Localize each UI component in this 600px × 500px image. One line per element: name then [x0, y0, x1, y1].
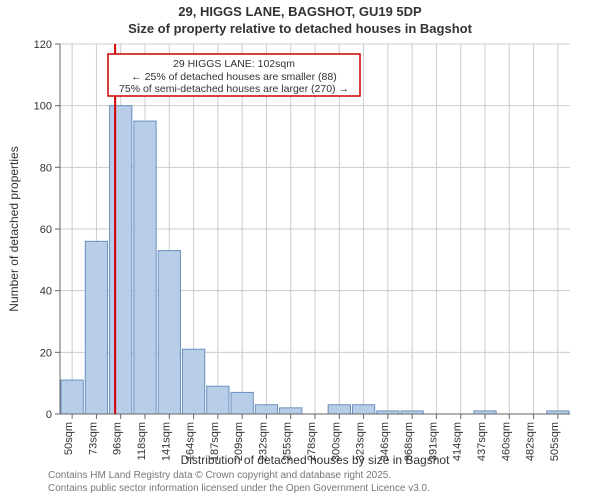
annotation-line-2: ← 25% of detached houses are smaller (88…: [131, 71, 336, 83]
histogram-bar: [255, 405, 277, 414]
chart-container: 0 20 40 60 80 100 120 50sqm 73sqm 96sqm 118sqm 141s…: [0, 36, 600, 468]
title-block: 29, HIGGS LANE, BAGSHOT, GU19 5DP Size o…: [0, 4, 600, 36]
annotation-line-1: 29 HIGGS LANE: 102sqm: [173, 58, 295, 70]
x-tick-label: 414sqm: [452, 422, 464, 461]
histogram-bar: [328, 405, 350, 414]
histogram-bar: [158, 251, 180, 414]
x-axis-label: Distribution of detached houses by size …: [181, 453, 450, 467]
y-tick-label: 120: [34, 39, 52, 51]
x-tick-label: 460sqm: [500, 422, 512, 461]
y-tick-label: 60: [40, 224, 52, 236]
y-tick-label: 20: [40, 347, 52, 359]
x-tick-label: 96sqm: [112, 422, 124, 455]
histogram-bar: [207, 386, 229, 414]
histogram-bar: [352, 405, 374, 414]
attribution-footer: Contains HM Land Registry data © Crown c…: [0, 470, 600, 495]
histogram-bar: [280, 408, 302, 414]
x-tick-label: 141sqm: [160, 422, 172, 461]
x-tick-label: 482sqm: [525, 422, 537, 461]
y-tick-label: 40: [40, 286, 52, 298]
annotation-line-3: 75% of semi-detached houses are larger (…: [119, 83, 349, 95]
x-tick-label: 505sqm: [549, 422, 561, 461]
histogram-bar: [134, 121, 156, 414]
x-tick-label: 437sqm: [476, 422, 488, 461]
y-tick-label: 80: [40, 162, 52, 174]
histogram-bar: [182, 349, 204, 414]
y-axis-label: Number of detached properties: [7, 146, 21, 311]
histogram-bar: [61, 380, 83, 414]
footer-line-2: Contains public sector information licen…: [48, 483, 600, 496]
y-tick-label: 0: [46, 409, 52, 421]
histogram-bar: [110, 106, 132, 414]
histogram-chart: 0 20 40 60 80 100 120 50sqm 73sqm 96sqm 118sqm 141s…: [0, 36, 600, 468]
histogram-bar: [231, 392, 253, 414]
x-tick-label: 50sqm: [63, 422, 75, 455]
x-tick-label: 73sqm: [87, 422, 99, 455]
x-tick-label: 118sqm: [136, 422, 148, 460]
title-sub: Size of property relative to detached ho…: [0, 21, 600, 36]
y-tick-label: 100: [34, 101, 52, 113]
title-address: 29, HIGGS LANE, BAGSHOT, GU19 5DP: [0, 4, 600, 19]
histogram-bar: [85, 241, 107, 414]
footer-line-1: Contains HM Land Registry data © Crown c…: [48, 470, 600, 483]
